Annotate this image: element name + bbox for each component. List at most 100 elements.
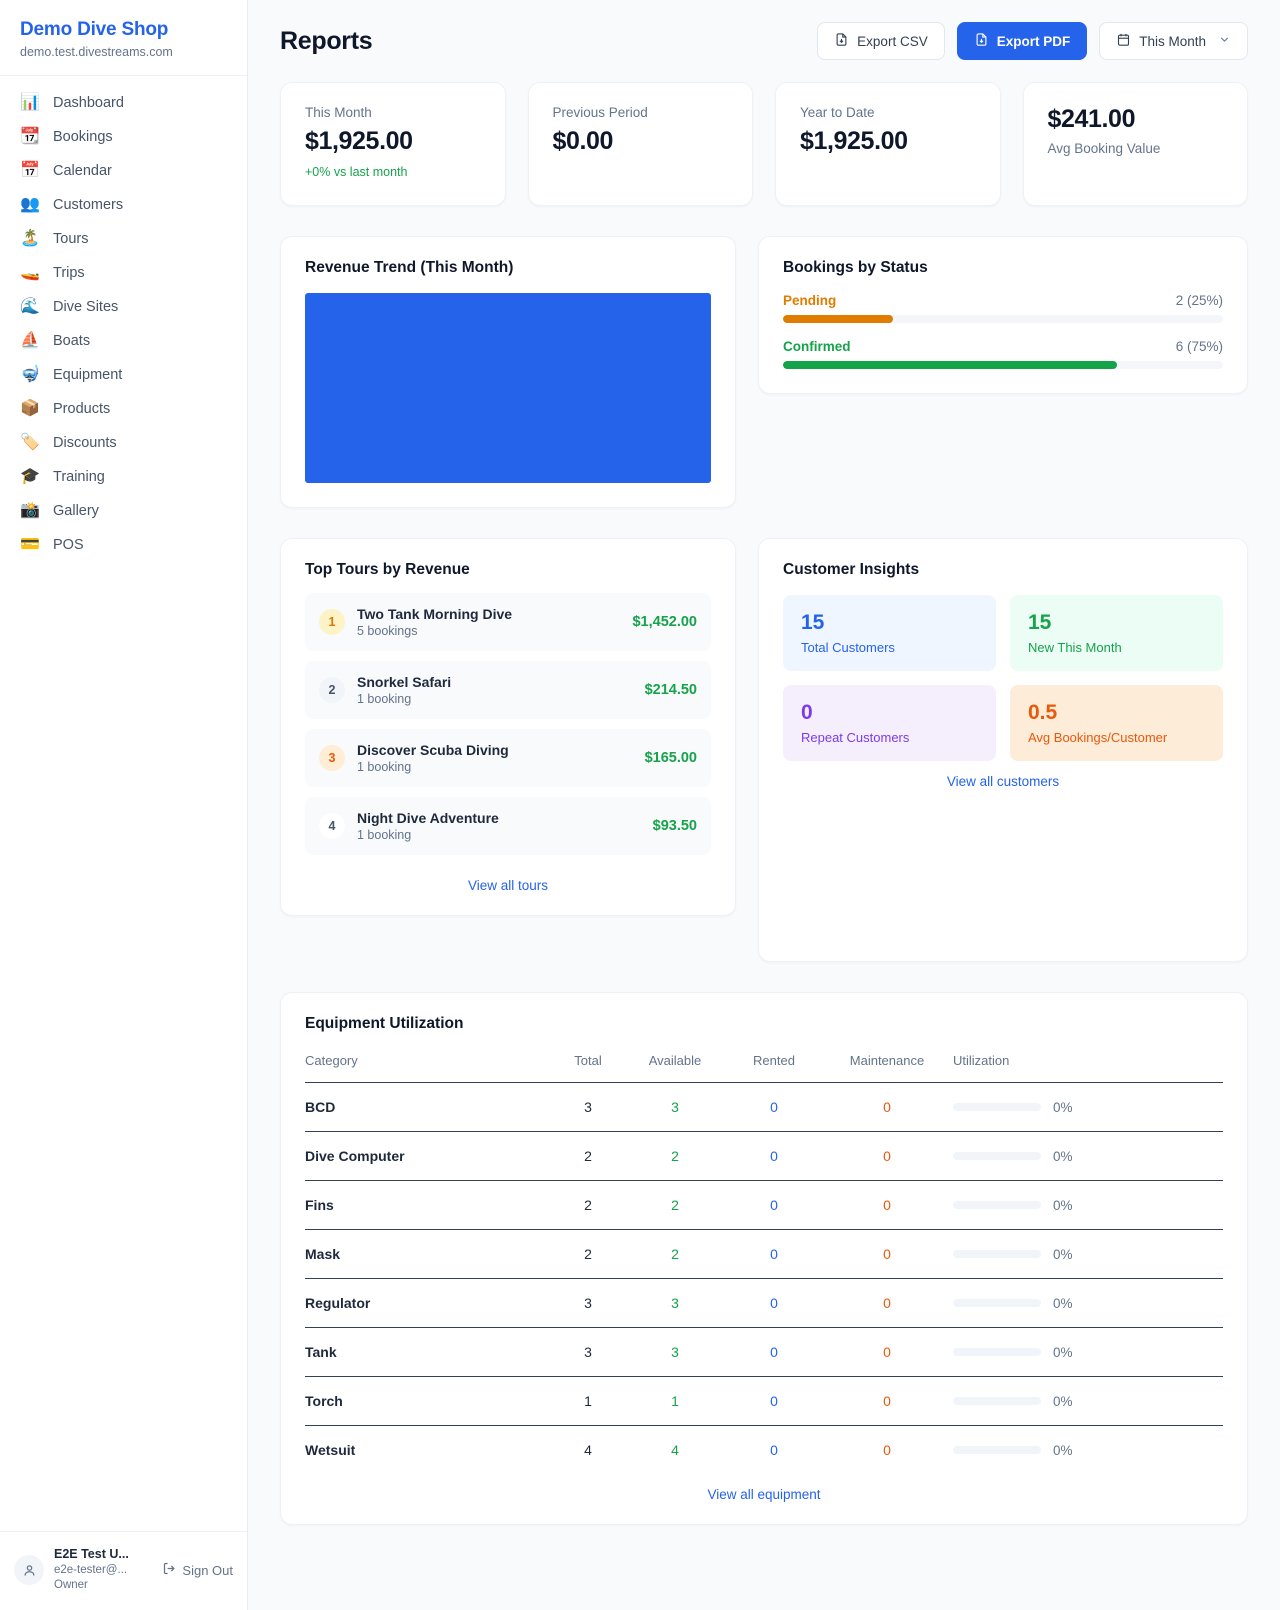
view-all-tours-link[interactable]: View all tours: [467, 878, 549, 893]
sidebar-item-label: Calendar: [53, 162, 112, 179]
file-download-icon: [974, 32, 989, 50]
insight-card: 0.5 Avg Bookings/Customer: [1010, 685, 1223, 762]
utilization-percent: 0%: [1053, 1099, 1073, 1115]
status-head: Pending 2 (25%): [783, 293, 1223, 308]
util-wrap: 0%: [953, 1345, 1215, 1360]
utilization-percent: 0%: [1053, 1246, 1073, 1262]
tour-row[interactable]: 1 Two Tank Morning Dive 5 bookings $1,452.0…: [305, 593, 711, 651]
calendar-17-icon: 📆: [20, 127, 40, 145]
util-wrap: 0%: [953, 1149, 1215, 1164]
sidebar-item-discounts[interactable]: 🏷️ Discounts: [0, 426, 247, 460]
equipment-available: 3: [631, 1278, 727, 1328]
sidebar-item-label: POS: [53, 536, 84, 553]
date-range-filter[interactable]: This Month: [1099, 22, 1248, 60]
tour-bookings-count: 1 booking: [357, 692, 412, 706]
sidebar-item-label: Boats: [53, 332, 91, 349]
equipment-category: Tank: [305, 1327, 553, 1377]
tour-rank-badge: 2: [319, 677, 345, 703]
kpi-card: Previous Period $0.00: [527, 82, 753, 206]
tour-meta: Two Tank Morning Dive 5 bookings: [357, 606, 620, 638]
export-pdf-button[interactable]: Export PDF: [956, 22, 1088, 60]
kpi-label: Avg Booking Value: [1047, 141, 1161, 156]
sidebar-item-products[interactable]: 📦 Products: [0, 392, 247, 426]
tour-meta: Snorkel Safari 1 booking: [357, 674, 633, 706]
tour-row[interactable]: 4 Night Dive Adventure 1 booking $93.50: [305, 797, 711, 855]
equipment-rented: 0: [727, 1229, 829, 1279]
equipment-utilization-cell: 0%: [953, 1180, 1223, 1230]
sidebar-item-label: Equipment: [53, 366, 123, 383]
tour-row[interactable]: 2 Snorkel Safari 1 booking $214.50: [305, 661, 711, 719]
utilization-percent: 0%: [1053, 1393, 1073, 1409]
status-count: 2 (25%): [1175, 293, 1223, 308]
kpi-card: Year to Date $1,925.00: [775, 82, 1001, 206]
equipment-total: 3: [553, 1082, 631, 1132]
package-icon: 📦: [20, 399, 40, 417]
chevron-down-icon: [1218, 33, 1231, 49]
sidebar-item-tours[interactable]: 🏝️ Tours: [0, 222, 247, 256]
sidebar-item-dashboard[interactable]: 📊 Dashboard: [0, 86, 247, 120]
sidebar-item-pos[interactable]: 💳 POS: [0, 528, 247, 562]
status-progress-track: [783, 361, 1223, 369]
sidebar-item-customers[interactable]: 👥 Customers: [0, 188, 247, 222]
kpi-label: This Month: [305, 105, 372, 120]
equipment-total: 1: [553, 1376, 631, 1426]
sidebar-item-label: Gallery: [53, 502, 99, 519]
sidebar-item-dive-sites[interactable]: 🌊 Dive Sites: [0, 290, 247, 324]
equipment-available: 3: [631, 1327, 727, 1377]
tour-row[interactable]: 3 Discover Scuba Diving 1 booking $165.00: [305, 729, 711, 787]
utilization-percent: 0%: [1053, 1295, 1073, 1311]
sidebar-item-calendar[interactable]: 📅 Calendar: [0, 154, 247, 188]
status-progress-fill: [783, 361, 1118, 369]
sidebar-item-label: Bookings: [53, 128, 113, 145]
kpi-label: Year to Date: [800, 105, 875, 120]
equipment-category: BCD: [305, 1082, 553, 1132]
user-email: e2e-tester@...: [54, 1563, 128, 1576]
status-row: Pending 2 (25%): [783, 293, 1223, 323]
sidebar-item-equipment[interactable]: 🤿 Equipment: [0, 358, 247, 392]
sign-out-button[interactable]: Sign Out: [162, 1561, 233, 1579]
equipment-total: 2: [553, 1229, 631, 1279]
sidebar-item-boats[interactable]: ⛵ Boats: [0, 324, 247, 358]
sidebar-item-label: Customers: [53, 196, 124, 213]
utilization-percent: 0%: [1053, 1442, 1073, 1458]
export-pdf-label: Export PDF: [996, 33, 1071, 49]
brand-block[interactable]: Demo Dive Shop demo.test.divestreams.com: [0, 0, 247, 76]
equipment-total: 4: [584, 1442, 592, 1458]
sidebar-item-trips[interactable]: 🚤 Trips: [0, 256, 247, 290]
tour-meta: Night Dive Adventure 1 booking: [357, 810, 641, 842]
user-meta: E2E Test U... e2e-tester@... Owner: [54, 1546, 152, 1594]
page-header: Reports Export CSV Expor: [280, 22, 1248, 60]
sidebar-item-bookings[interactable]: 📆 Bookings: [0, 120, 247, 154]
sidebar-item-label: Tours: [53, 230, 89, 247]
column-header: Rented: [727, 1047, 829, 1083]
sidebar-item-label: Training: [53, 468, 105, 485]
tour-rank-badge: 3: [319, 745, 345, 771]
sidebar-item-gallery[interactable]: 📸 Gallery: [0, 494, 247, 528]
page-title: Reports: [280, 26, 373, 55]
insight-label: New This Month: [1028, 640, 1122, 656]
date-range-label: This Month: [1139, 33, 1206, 49]
brand-domain: demo.test.divestreams.com: [20, 44, 173, 59]
charts-row: Revenue Trend (This Month) Bookings by S…: [280, 236, 1248, 508]
bar-chart-icon: 📊: [20, 93, 40, 111]
kpi-card: This Month $1,925.00 +0% vs last month: [280, 82, 506, 206]
tour-bookings-count: 1 booking: [357, 828, 412, 842]
table-row: Tank 3 3 0 0 0%: [305, 1327, 1223, 1377]
equipment-title: Equipment Utilization: [305, 1015, 464, 1032]
status-row: Confirmed 6 (75%): [783, 339, 1223, 369]
view-all-equipment-link[interactable]: View all equipment: [707, 1487, 821, 1502]
equipment-rented: 0: [727, 1180, 829, 1230]
tour-rank-badge: 4: [319, 813, 345, 839]
insight-label: Avg Bookings/Customer: [1028, 730, 1168, 746]
sidebar-item-training[interactable]: 🎓 Training: [0, 460, 247, 494]
view-all-customers-link[interactable]: View all customers: [946, 774, 1060, 790]
utilization-progress-track: [953, 1152, 1041, 1160]
equipment-utilization-cell: 0%: [953, 1426, 1223, 1475]
export-csv-button[interactable]: Export CSV: [817, 22, 945, 60]
util-wrap: 0%: [953, 1443, 1215, 1458]
status-progress-track: [783, 315, 1223, 323]
tour-name: Discover Scuba Diving: [357, 742, 509, 758]
camera-icon: 📸: [20, 501, 40, 519]
equipment-rented: 0: [727, 1278, 829, 1328]
tour-rank-badge: 1: [319, 609, 345, 635]
